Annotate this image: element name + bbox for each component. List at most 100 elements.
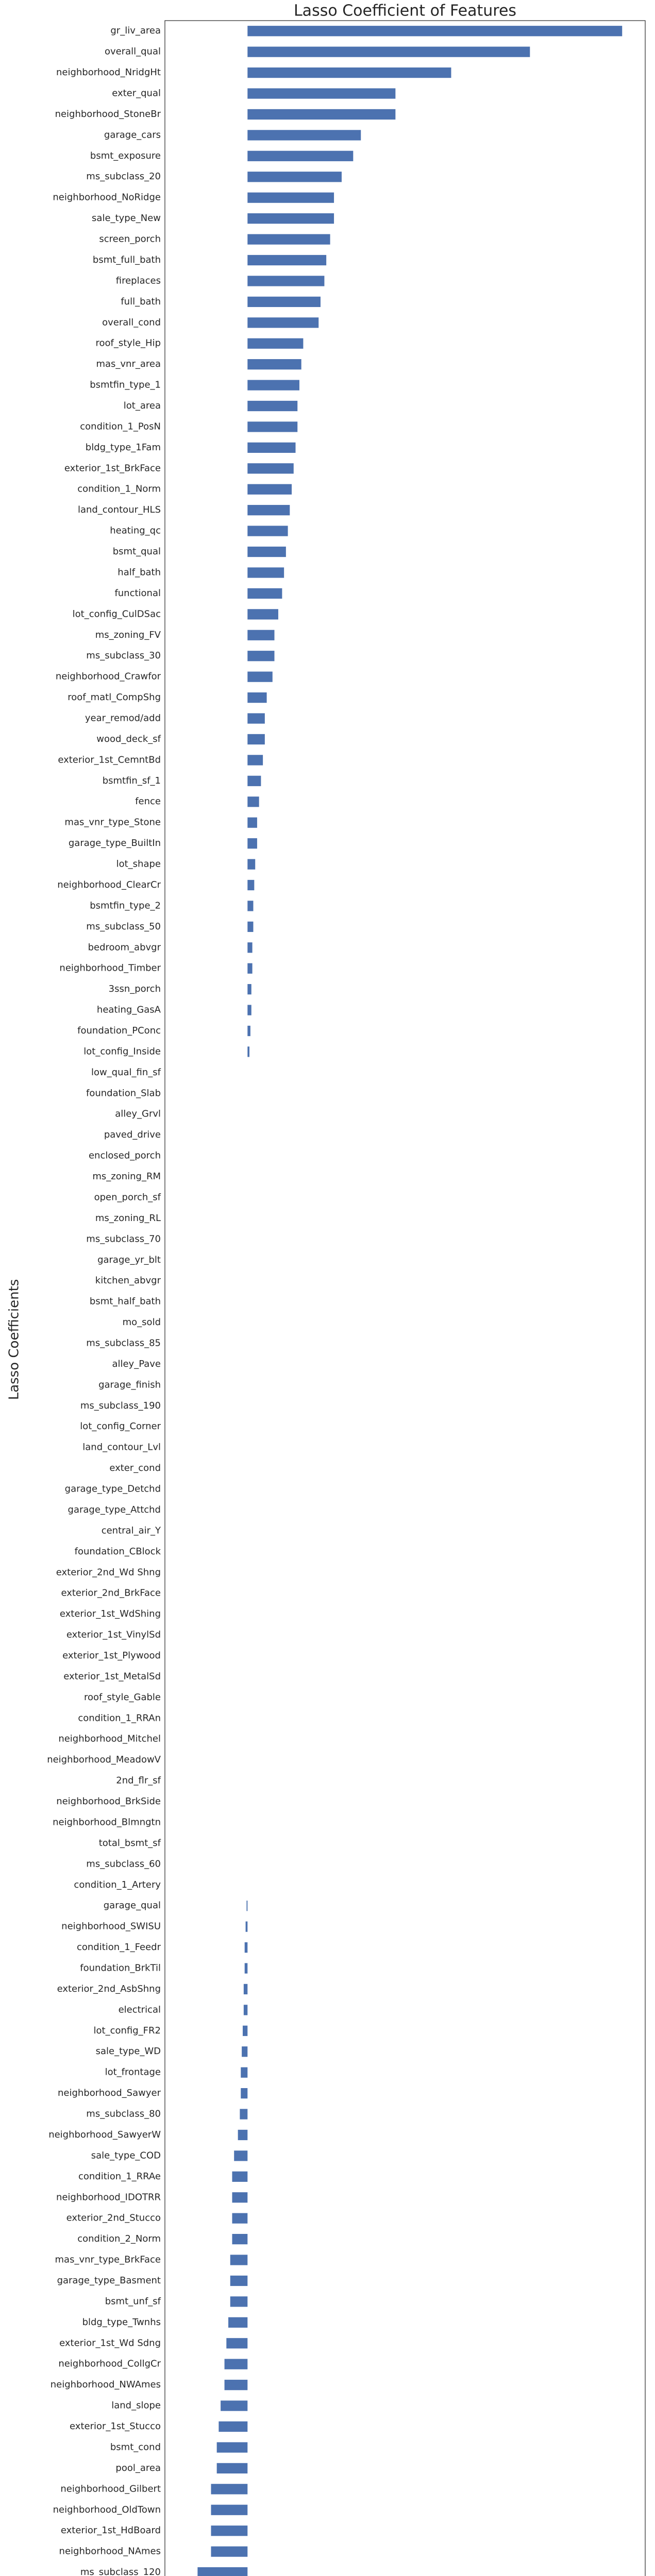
y-tick-label: mo_sold [123, 1317, 161, 1328]
y-tick-label: condition_1_Artery [74, 1879, 161, 1890]
bar [247, 26, 623, 37]
y-tick-label: alley_Grvl [115, 1109, 161, 1120]
y-tick-label: alley_Pave [112, 1359, 161, 1369]
y-tick-label: garage_type_Detchd [65, 1484, 161, 1495]
bar [247, 380, 299, 391]
y-tick-label: sale_type_COD [91, 2150, 161, 2161]
bar [232, 2171, 248, 2182]
y-tick-label: garage_type_BuiltIn [69, 838, 161, 849]
y-tick-label: bsmtfin_type_2 [90, 900, 161, 911]
bar [247, 546, 286, 557]
bar [247, 671, 273, 682]
bar [247, 359, 301, 370]
bar [226, 2338, 248, 2349]
y-tick-label: neighborhood_Gilbert [60, 2483, 161, 2494]
bar [247, 1005, 251, 1015]
y-tick-label: heating_qc [110, 526, 161, 536]
y-tick-label: heating_GasA [97, 1005, 161, 1015]
y-tick-label: exterior_1st_CemntBd [58, 754, 161, 765]
bar [216, 2463, 248, 2473]
y-tick-label: pool_area [115, 2463, 161, 2473]
y-tick-label: total_bsmt_sf [99, 1838, 161, 1849]
y-tick-label: exterior_2nd_AsbShng [57, 1984, 161, 1994]
y-tick-label: garage_finish [98, 1379, 161, 1390]
bar [243, 1984, 248, 1995]
y-tick-label: electrical [119, 2004, 161, 2015]
y-tick-label: fence [135, 796, 161, 807]
y-tick-label: bsmt_cond [110, 2442, 161, 2452]
bar [216, 2442, 248, 2453]
bar [243, 2005, 248, 2015]
bar [247, 879, 255, 891]
bar [247, 255, 327, 266]
y-tick-label: full_bath [121, 296, 161, 307]
y-tick-label: neighborhood_Sawyer [58, 2088, 161, 2098]
y-tick-label: open_porch_sf [94, 1192, 161, 1202]
y-tick-label: foundation_BrkTil [80, 1962, 161, 1973]
bar [247, 630, 275, 640]
bar [247, 130, 361, 141]
bar [247, 442, 296, 453]
y-tick-label: bsmt_exposure [90, 150, 161, 161]
bar [232, 2192, 248, 2203]
bar [247, 484, 292, 495]
bar [247, 734, 265, 745]
y-tick-label: neighborhood_ClearCr [57, 879, 161, 890]
y-tick-label: enclosed_porch [89, 1150, 161, 1161]
y-tick-label: bsmt_qual [113, 546, 161, 557]
bar [238, 2129, 248, 2141]
y-tick-label: roof_style_Hip [96, 338, 161, 349]
bar [247, 1046, 250, 1057]
bar [247, 109, 396, 120]
y-tick-label: neighborhood_Crawfor [56, 671, 161, 682]
bar [247, 796, 259, 807]
y-tick-label: neighborhood_CollgCr [58, 2359, 161, 2369]
y-tick-label: ms_zoning_FV [95, 630, 161, 640]
bar [247, 463, 294, 474]
y-tick-label: exterior_1st_Plywood [62, 1650, 161, 1661]
y-tick-label: bldg_type_1Fam [86, 442, 161, 453]
y-tick-label: exterior_1st_VinylSd [66, 1630, 161, 1640]
y-tick-label: lot_config_Inside [83, 1046, 161, 1057]
bar [211, 2526, 248, 2536]
y-tick-label: mas_vnr_type_BrkFace [55, 2255, 161, 2265]
bar [247, 317, 319, 328]
bar [228, 2317, 248, 2328]
bar [241, 2067, 248, 2078]
bar [224, 2380, 248, 2391]
bar [245, 1921, 248, 1932]
y-tick-label: garage_cars [104, 129, 161, 140]
y-tick-label: ms_subclass_60 [86, 1858, 161, 1869]
bar [247, 46, 530, 57]
bar [247, 942, 253, 953]
bar [247, 276, 325, 286]
bar [232, 2213, 248, 2224]
y-tick-label: exterior_1st_WdShing [60, 1608, 161, 1619]
bar [247, 213, 334, 224]
y-tick-label: exterior_2nd_Stucco [66, 2213, 161, 2224]
y-tick-label: condition_2_Norm [77, 2233, 161, 2244]
bar [247, 172, 342, 182]
y-tick-label: garage_type_Attchd [68, 1504, 161, 1515]
y-tick-label: exterior_1st_BrkFace [64, 463, 161, 473]
y-tick-label: condition_1_PosN [80, 421, 161, 432]
y-tick-label: 3ssn_porch [109, 984, 161, 994]
bar [224, 2359, 248, 2369]
bar [247, 984, 251, 995]
bar [247, 192, 334, 203]
y-tick-label: sale_type_WD [96, 2046, 161, 2057]
y-tick-label: mas_vnr_type_Stone [64, 817, 161, 828]
y-tick-label: half_bath [117, 567, 161, 578]
y-tick-label: ms_subclass_30 [86, 650, 161, 661]
y-tick-label: overall_cond [102, 317, 161, 328]
y-tick-label: ms_subclass_190 [80, 1400, 161, 1411]
y-tick-label: roof_style_Gable [84, 1692, 161, 1703]
bar [247, 609, 278, 620]
y-tick-label: functional [114, 588, 161, 599]
y-tick-label: exter_qual [112, 88, 161, 99]
y-tick-label: foundation_Slab [86, 1088, 161, 1098]
y-tick-label: lot_frontage [105, 2067, 161, 2078]
y-tick-label: screen_porch [99, 234, 161, 245]
bar [242, 2025, 248, 2036]
bar [247, 901, 254, 911]
